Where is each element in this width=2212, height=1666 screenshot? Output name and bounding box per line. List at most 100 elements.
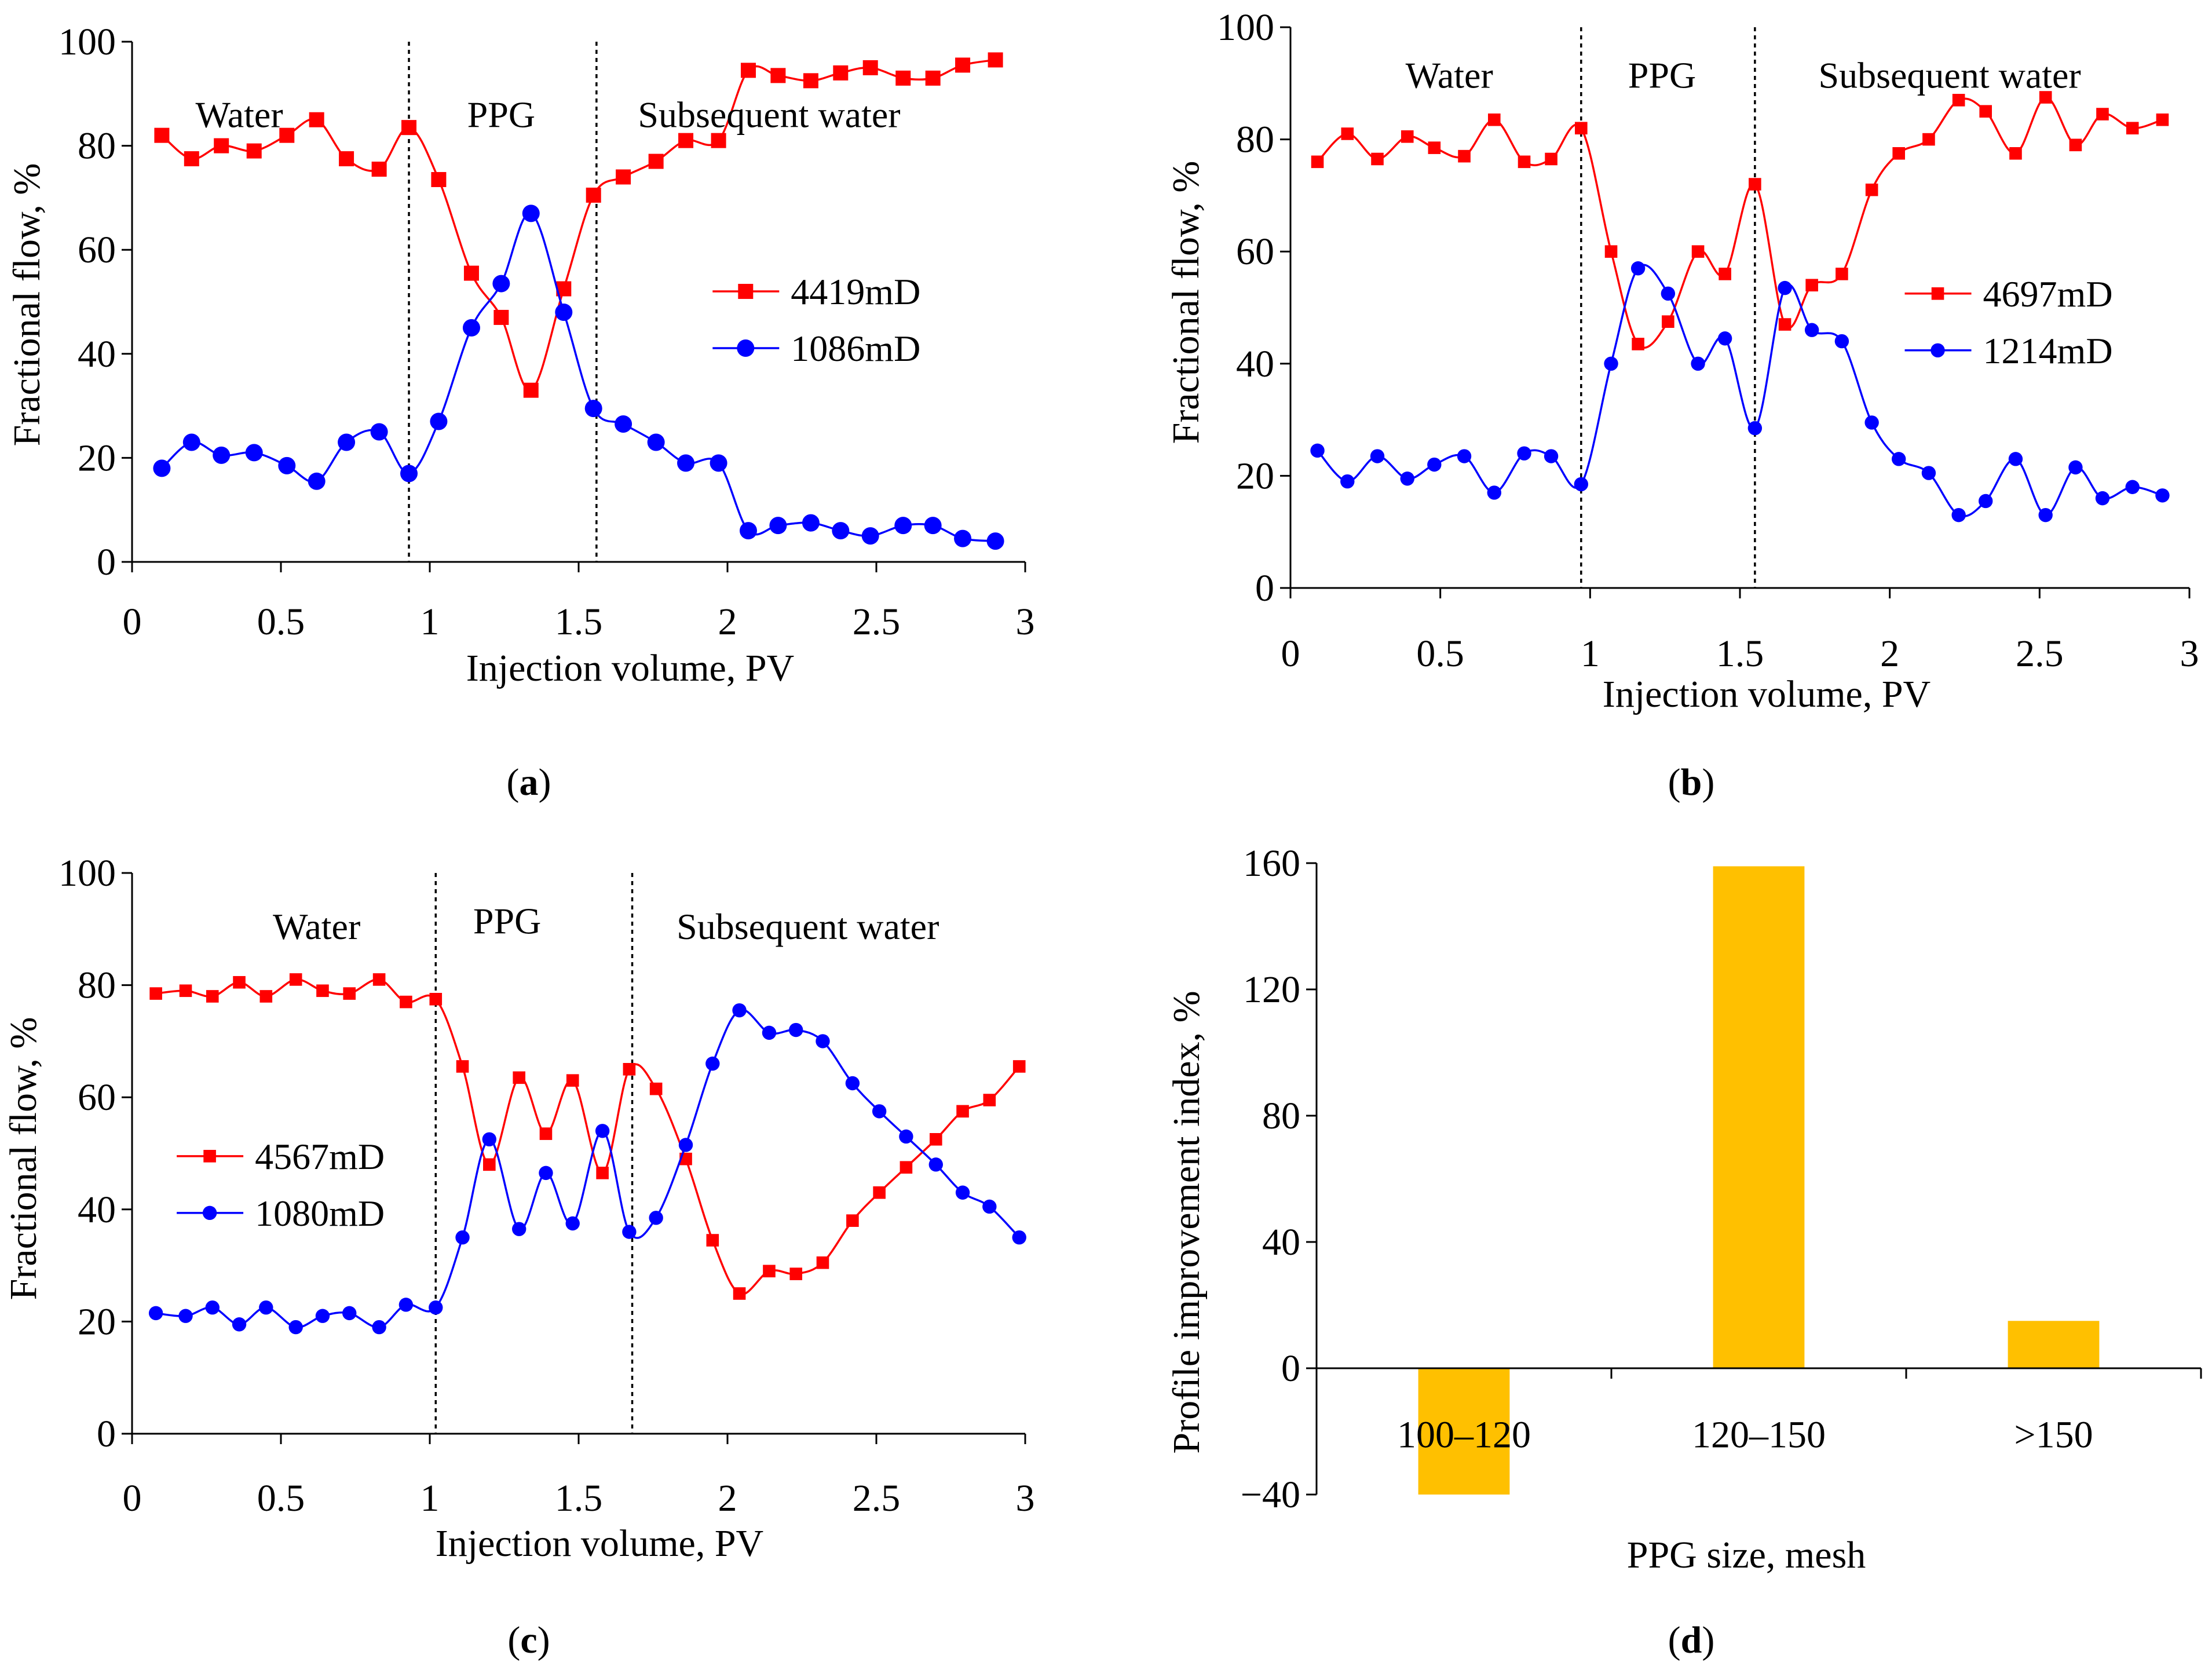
panel-a-series-1-point xyxy=(279,127,295,143)
panel-c-x-tick-label: 1.5 xyxy=(555,1477,603,1519)
panel-c-series-1-point xyxy=(179,984,192,998)
panel-a-series-2-point xyxy=(400,465,418,483)
panel-a-series-1-point xyxy=(678,133,694,148)
panel-c-tick-labels: 0 0.5 1 1.5 2 2.5 3 0 20 40 60 80 100 xyxy=(59,852,1035,1519)
panel-c-series-2-point xyxy=(372,1320,386,1335)
panel-b-region-label: PPG xyxy=(1628,54,1696,96)
panel-b-caption: (b) xyxy=(1668,761,1715,803)
panel-c-y-axis-title: Fractional flow, % xyxy=(2,1017,45,1300)
panel-a-region-label: PPG xyxy=(467,94,535,136)
panel-a-x-tick-label: 2.5 xyxy=(853,601,901,643)
panel-a-series-2-point xyxy=(492,275,510,293)
panel-a-y-tick-label: 100 xyxy=(59,21,116,63)
panel-a-series-2-point xyxy=(430,412,448,430)
panel-b-series-1-point xyxy=(1805,279,1818,292)
panel-c-series-1-point xyxy=(706,1234,719,1247)
panel-a-series-1-point xyxy=(401,120,417,136)
panel-b-series-1-point xyxy=(1575,122,1588,135)
panel-b-series-2-point xyxy=(1310,443,1325,458)
panel-c-series-2-point xyxy=(1012,1230,1026,1245)
panel-b-series-2-point xyxy=(2038,507,2053,523)
panel-b-series-1-point xyxy=(1865,183,1878,196)
panel-c-series-2-point xyxy=(148,1306,163,1321)
panel-a-region-labels: Water PPG Subsequent water xyxy=(195,94,900,136)
panel-b-region-label: Water xyxy=(1406,54,1493,96)
panel-c-series-1-point xyxy=(513,1071,525,1084)
panel-a-x-tick-label: 3 xyxy=(1016,601,1035,643)
panel-b-region-labels: Water PPG Subsequent water xyxy=(1406,54,2081,96)
panel-c-x-tick-label: 2 xyxy=(718,1477,737,1519)
panel-d-y-tick-label: 120 xyxy=(1243,969,1300,1011)
panel-b-series-1-point xyxy=(2156,113,2169,126)
panel-b-x-tick-label: 2.5 xyxy=(2016,633,2064,675)
panel-b-series-1-point xyxy=(1778,318,1791,331)
panel-d: −40 0 40 80 120 160 100–120 120–150 >150 PPG siz… xyxy=(1165,842,2202,1661)
panel-a-legend-label-2: 1086mD xyxy=(791,328,920,369)
panel-b-series-2-point xyxy=(1691,356,1705,371)
panel-b-series-2-point xyxy=(1544,449,1559,463)
panel-c-x-tick-label: 1 xyxy=(421,1477,440,1519)
panel-b-series-1-point xyxy=(1545,152,1557,166)
panel-c-caption-letter: c xyxy=(520,1619,537,1661)
panel-b-series-2-point xyxy=(1661,286,1676,301)
panel-c-series-1-point xyxy=(483,1158,496,1171)
panel-d-bar xyxy=(2008,1321,2100,1368)
panel-a-series-1-point xyxy=(309,112,324,127)
panel-b-series-1-point xyxy=(1604,245,1618,258)
panel-a-series-1-point xyxy=(154,127,170,143)
panel-c-series-2-point xyxy=(845,1076,860,1091)
panel-b-series-2-point xyxy=(1457,449,1472,463)
panel-a-series-2-point xyxy=(278,456,296,474)
panel-d-y-tick-label: −40 xyxy=(1241,1474,1300,1516)
panel-c-series-1-point xyxy=(149,987,162,1000)
panel-b-series-2-point xyxy=(1717,331,1732,346)
panel-c-y-tick-label: 0 xyxy=(97,1413,116,1455)
panel-c-series-1-point xyxy=(289,973,302,986)
panel-a-series-1-point xyxy=(523,382,539,398)
panel-b-series-1-point xyxy=(1401,130,1414,143)
panel-b-x-tick-label: 2 xyxy=(1880,633,1899,675)
panel-b-series-1-point xyxy=(2069,138,2082,152)
panel-a-series-1-point xyxy=(740,63,756,78)
panel-b-y-tick-label: 0 xyxy=(1255,567,1274,609)
panel-c-series-1-point xyxy=(846,1214,859,1227)
panel-b-series-2-point xyxy=(1574,477,1589,492)
panel-c-series-2-point xyxy=(678,1138,693,1152)
panel-a-series-2-point xyxy=(584,400,602,418)
panel-c-legend-marker-2 xyxy=(202,1205,217,1221)
panel-b-series-1-point xyxy=(1892,147,1905,160)
panel-a-legend-label-1: 4419mD xyxy=(791,271,920,312)
panel-c-series-2-point xyxy=(429,1300,443,1315)
panel-a-series-1-point xyxy=(493,309,509,325)
panel-c-series-2-point xyxy=(982,1199,997,1214)
panel-c-x-tick-label: 0 xyxy=(123,1477,142,1519)
panel-b-series-2-point xyxy=(1604,356,1618,371)
panel-b-x-tick-label: 1 xyxy=(1581,633,1600,675)
panel-c-series-1-point xyxy=(206,990,219,1003)
panel-a-x-axis-title: Injection volume, PV xyxy=(466,647,794,689)
panel-c-y-tick-label: 20 xyxy=(78,1300,116,1343)
panel-a-series-2-point xyxy=(153,459,171,477)
panel-b-x-tick-label: 1.5 xyxy=(1716,633,1764,675)
panel-c-series-1-point xyxy=(372,973,386,986)
panel-a-x-tick-label: 1.5 xyxy=(555,601,603,643)
panel-c-series-2-point xyxy=(398,1298,414,1312)
panel-c-caption: (c) xyxy=(507,1619,550,1661)
panel-b-legend-label-1: 4697mD xyxy=(1983,273,2113,315)
panel-a-series-2-point xyxy=(370,423,388,441)
panel-a-series-1-point xyxy=(648,154,664,169)
panel-b-series-1-point xyxy=(1952,94,1965,107)
panel-b-series-1-point xyxy=(1487,113,1501,126)
panel-c-region-label: Water xyxy=(273,906,360,947)
panel-b-series-2-point xyxy=(1747,421,1763,436)
panel-b-series-1-point xyxy=(1518,155,1531,169)
panel-c-plot xyxy=(122,872,1026,1444)
panel-a-series-1-point xyxy=(955,57,971,73)
panel-c-series-1-point xyxy=(429,993,443,1006)
panel-a-series-2-point xyxy=(245,444,263,462)
panel-d-y-tick-label: 160 xyxy=(1243,842,1300,885)
panel-a: 0 0.5 1 1.5 2 2.5 3 0 20 40 60 80 100 Water PPG Subseq… xyxy=(6,21,1035,803)
panel-a-series-2-point xyxy=(462,319,480,337)
panel-c-series-2-point xyxy=(259,1300,273,1315)
panel-a-series-1-point xyxy=(586,187,601,203)
